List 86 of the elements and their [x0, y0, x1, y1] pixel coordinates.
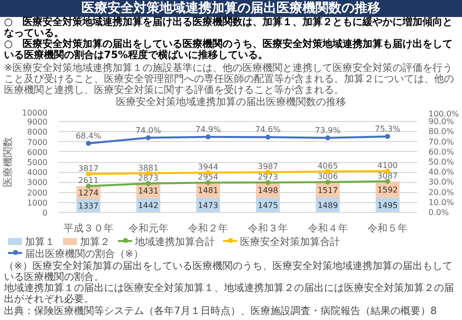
point — [325, 180, 330, 185]
legend-label: 医療安全対策加算合計 — [239, 237, 340, 248]
x-tick-label: 令和３年 — [248, 222, 288, 234]
data-label: 68.4% — [76, 131, 102, 140]
data-label: 1498 — [258, 186, 278, 196]
y-axis-title: 医療機関数 — [2, 137, 14, 187]
source-note: 出典：保険医療機関等システム（各年7月１日時点）、医療施設調査・病院報告（結果の概要） — [4, 306, 430, 317]
y2-tick-label: 30.0% — [428, 178, 454, 187]
y-tick-label: 2000 — [27, 188, 48, 198]
text: 8 — [430, 306, 437, 317]
point — [265, 180, 270, 185]
data-label: 3944 — [198, 162, 218, 172]
text: 地域連携加算１の届出には医療安全対策加算１、地域連携加算２の届出には医療安全対策加算２の届出がそれぞれ必要。 — [4, 283, 454, 305]
text: ※医療安全対策地域連携加算１の施設基準には、他の医療機関と連携して医療安全対策の評価を行うこと及び受けること、医療安全管理部門への専任医師の配置等が含まれる。加算２については、他の医療機関と連携し、医療安全対策に関する評価を受けること等が含まれる。 — [4, 63, 455, 96]
y-tick-label: 4000 — [27, 168, 48, 178]
y-tick-label: 1000 — [27, 198, 48, 208]
data-label: 74.6% — [255, 125, 282, 134]
y2-tick-label: 100.0% — [428, 110, 460, 118]
point — [385, 134, 390, 139]
point — [86, 171, 91, 176]
data-label: 2611 — [78, 176, 99, 186]
data-label: 1337 — [78, 202, 99, 211]
data-label: 1495 — [377, 200, 398, 210]
data-label: 73.9% — [315, 126, 341, 135]
y2-tick-label: 90.0% — [428, 117, 454, 126]
y-tick-label: 9000 — [27, 118, 48, 127]
x-tick-label: 令和４年 — [308, 222, 348, 234]
data-label: 1481 — [198, 186, 218, 196]
data-label: 3006 — [318, 172, 338, 182]
data-label: 75.3% — [374, 124, 401, 134]
y2-tick-label: 50.0% — [428, 158, 454, 166]
y-tick-label: 7000 — [27, 138, 48, 147]
data-label: 2954 — [198, 172, 218, 182]
x-tick-label: 平成３０年 — [63, 222, 114, 234]
y2-tick-label: 40.0% — [428, 168, 454, 177]
y2-tick-label: 70.0% — [428, 137, 454, 146]
x-tick-label: 令和元年 — [128, 222, 168, 234]
data-label: 3881 — [138, 163, 158, 172]
chart-subtitle: 医療安全対策地域連携加算の届出医療機関数の推移 — [116, 97, 346, 109]
x-tick-label: 令和５年 — [368, 222, 408, 234]
data-label: 1274 — [78, 188, 99, 198]
y-tick-label: 8000 — [27, 128, 48, 137]
data-label: 1489 — [318, 200, 338, 210]
y2-tick-label: 0.0% — [428, 208, 450, 217]
data-label: 3087 — [377, 171, 398, 180]
data-label: 1475 — [258, 201, 278, 210]
y-tick-label: 10000 — [22, 108, 48, 118]
text: ○ 医療安全対策地域連携加算を届け出る医療機関数は、加算１、加算２ともに緩やかに増加傾向となっている。 — [4, 17, 453, 39]
y2-tick-label: 80.0% — [428, 127, 454, 136]
legend-label: 加算２ — [79, 237, 110, 248]
y2-tick-label: 10.0% — [428, 198, 454, 207]
data-label: 3987 — [258, 162, 278, 172]
y2-tick-label: 20.0% — [428, 188, 454, 197]
data-label: 1442 — [138, 201, 158, 210]
y-tick-label: 5000 — [27, 158, 48, 167]
point — [385, 178, 390, 184]
data-label: 1431 — [138, 186, 158, 196]
chart-title: 医療安全対策地域連携加算の届出医療機関数の推移 — [82, 0, 380, 16]
point — [325, 135, 330, 140]
point — [146, 180, 151, 186]
data-label: 1517 — [318, 186, 338, 195]
point — [146, 135, 151, 140]
data-label: 4100 — [377, 161, 398, 170]
legend-label: 地域連携加算合計 — [134, 237, 215, 248]
data-label: 1473 — [198, 201, 218, 210]
point — [86, 184, 91, 189]
data-label: 1592 — [377, 185, 398, 194]
y2-tick-label: 60.0% — [428, 147, 454, 156]
data-label: 4065 — [318, 161, 338, 170]
data-label: 74.9% — [195, 124, 222, 134]
x-tick-label: 令和２年 — [188, 222, 228, 234]
y-tick-label: 6000 — [27, 148, 48, 157]
data-label: 2873 — [138, 173, 158, 182]
data-label: 74.0% — [136, 126, 162, 135]
point — [206, 180, 211, 186]
point — [86, 140, 91, 146]
data-label: 3817 — [78, 164, 99, 173]
data-label: 2973 — [258, 172, 278, 182]
point — [265, 134, 270, 140]
legend-label: 届出医療機関の割合（※） — [24, 249, 144, 260]
legend-label: 加算１ — [24, 237, 55, 248]
text: ○ 医療安全対策加算の届出をしている医療機関のうち、医療安全対策地域連携加算も届け出をしている医療機関の割合は75%程度で横ばいに推移している。 — [4, 39, 453, 61]
text: （※）医療安全対策加算の届出をしている医療機関のうち、医療安全対策地域連携加算の届出もしている医療機関の割合。 — [4, 261, 452, 283]
point — [206, 134, 211, 140]
y-tick-label: 0 — [42, 208, 48, 218]
y-tick-label: 3000 — [27, 178, 48, 188]
